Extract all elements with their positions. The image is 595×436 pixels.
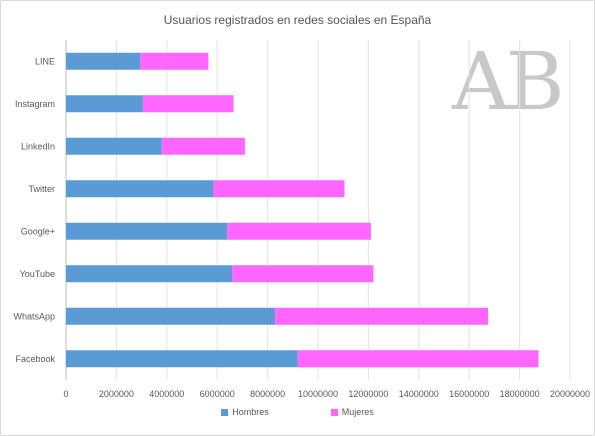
bar-whatsapp-hombres: [66, 307, 276, 325]
category-label: YouTube: [20, 269, 55, 279]
bar-instagram-hombres: [66, 95, 143, 113]
x-tick-label: 8000000: [250, 389, 285, 399]
bar-line-hombres: [66, 52, 141, 70]
bar-facebook-hombres: [66, 350, 298, 368]
watermark-logo: AB: [452, 35, 565, 128]
legend-item-mujeres: Mujeres: [330, 407, 374, 417]
x-tick-label: 0: [63, 389, 68, 399]
category-label: Facebook: [15, 354, 55, 364]
bar-whatsapp-mujeres: [275, 307, 489, 325]
legend: Hombres Mujeres: [0, 407, 595, 417]
bar-facebook-mujeres: [297, 350, 539, 368]
bar-line-mujeres: [140, 52, 209, 70]
x-tick-label: 10000000: [298, 389, 338, 399]
legend-item-hombres: Hombres: [221, 407, 269, 417]
bar-google-hombres: [66, 222, 228, 240]
legend-swatch-mujeres: [330, 408, 338, 416]
x-tick-label: 12000000: [348, 389, 388, 399]
x-tick-label: 4000000: [149, 389, 184, 399]
category-label: Instagram: [15, 99, 55, 109]
legend-swatch-hombres: [221, 408, 229, 416]
bar-google-mujeres: [227, 222, 371, 240]
legend-label-mujeres: Mujeres: [341, 407, 374, 417]
category-label: Twitter: [28, 184, 55, 194]
category-label: WhatsApp: [13, 311, 55, 321]
bar-youtube-hombres: [66, 265, 233, 283]
x-tick-label: 14000000: [399, 389, 439, 399]
chart-title: Usuarios registrados en redes sociales e…: [163, 13, 432, 27]
bar-instagram-mujeres: [142, 95, 234, 113]
bar-linkedin-hombres: [66, 137, 162, 155]
bar-youtube-mujeres: [232, 265, 374, 283]
legend-label-hombres: Hombres: [232, 407, 269, 417]
bar-twitter-hombres: [66, 180, 214, 198]
x-tick-label: 6000000: [200, 389, 235, 399]
category-label: LinkedIn: [21, 141, 55, 151]
bar-twitter-mujeres: [213, 180, 345, 198]
x-tick-label: 16000000: [449, 389, 489, 399]
bar-linkedin-mujeres: [161, 137, 245, 155]
x-tick-label: 20000000: [550, 389, 590, 399]
x-tick-label: 2000000: [99, 389, 134, 399]
category-label: Google+: [21, 226, 55, 236]
x-tick-label: 18000000: [500, 389, 540, 399]
category-label: LINE: [35, 56, 55, 66]
